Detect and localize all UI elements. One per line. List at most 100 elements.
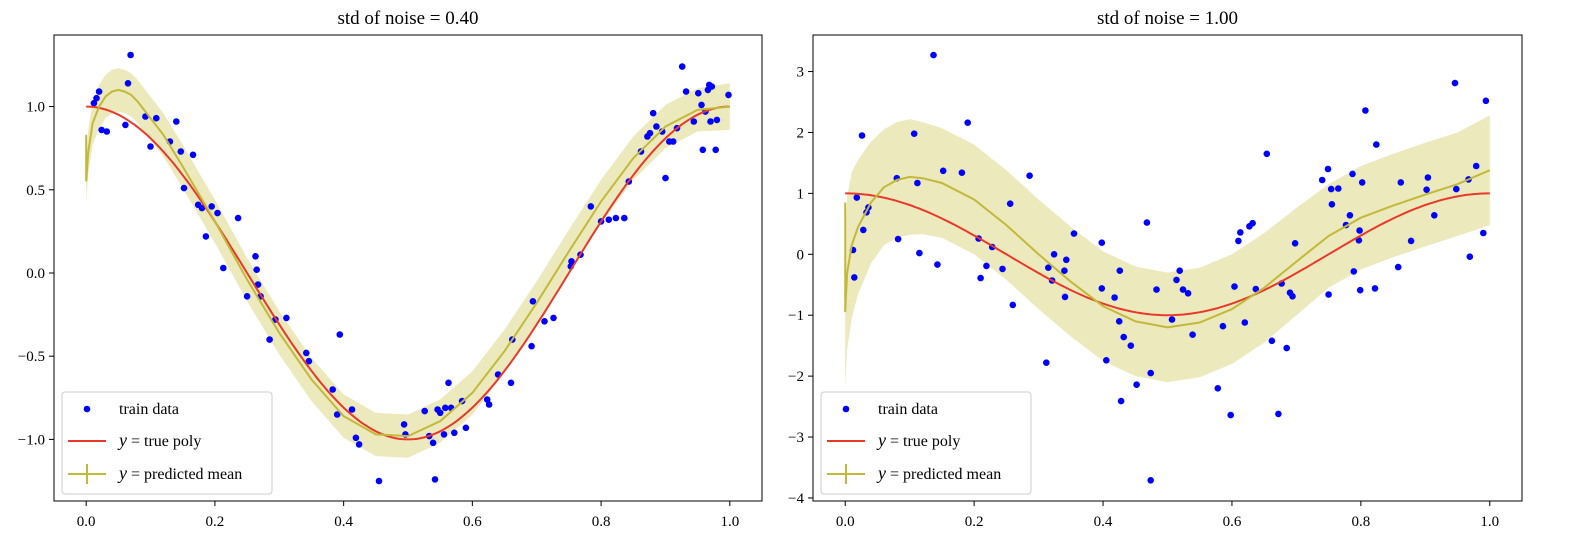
train-point (682, 88, 690, 95)
x-tick-label: 1.0 (720, 514, 739, 530)
train-point (1466, 253, 1474, 260)
train-point (678, 63, 686, 70)
train-point (1252, 285, 1260, 293)
train-point (147, 143, 154, 150)
train-point (451, 429, 458, 437)
x-tick-label: 0.8 (592, 514, 611, 530)
train-point (220, 264, 227, 272)
train-point (1356, 227, 1363, 234)
train-point (93, 94, 100, 102)
legend-label-text: = true poly (886, 433, 960, 450)
train-point (1371, 285, 1379, 292)
train-point (1407, 237, 1415, 245)
y-tick-label: 0.5 (26, 183, 45, 199)
train-point (1116, 267, 1124, 275)
train-point (910, 130, 918, 137)
train-point (442, 404, 449, 412)
train-point (1325, 291, 1332, 298)
train-point (208, 203, 215, 210)
legend-variable: y (876, 430, 886, 450)
train-point (612, 214, 620, 222)
train-point (646, 129, 654, 137)
train-point (1098, 285, 1106, 292)
train-point (1423, 186, 1430, 193)
train-point (507, 379, 515, 387)
train-point (1026, 172, 1033, 179)
train-point (1349, 170, 1356, 178)
train-point (999, 265, 1006, 273)
train-point (1214, 385, 1222, 392)
legend-label-text: = true poly (127, 433, 201, 450)
train-point (1133, 381, 1140, 389)
legend-variable: y (117, 430, 127, 450)
train-point (436, 409, 444, 417)
train-point (1168, 316, 1176, 323)
legend-label: y = predicted mean (876, 463, 1001, 483)
legend-box (820, 391, 1032, 495)
train-point (1263, 150, 1271, 158)
axes-frame (812, 34, 1523, 502)
train-point (348, 406, 356, 413)
train-point (1045, 264, 1052, 272)
plot-area (844, 51, 1491, 484)
chart-title: std of noise = 0.40 (337, 8, 478, 29)
train-point (400, 421, 408, 428)
train-point (90, 99, 98, 107)
train-point (1009, 301, 1017, 309)
train-point (983, 262, 990, 270)
train-point (1482, 97, 1490, 105)
y-tick-label: 2 (797, 125, 805, 141)
chart-title: std of noise = 1.00 (1097, 8, 1238, 29)
train-point (98, 126, 105, 134)
train-point (1006, 200, 1014, 207)
train-point (669, 138, 677, 145)
train-point (1117, 397, 1125, 405)
train-point (1327, 185, 1335, 193)
train-point (528, 342, 535, 350)
train-point (243, 293, 251, 300)
predicted-mean-line (844, 169, 1491, 329)
train-point (695, 89, 702, 97)
train-point (352, 434, 360, 442)
train-point (934, 261, 941, 268)
train-point (1173, 276, 1180, 284)
predicted-mean-line (85, 88, 730, 438)
train-point (103, 128, 111, 135)
train-point (122, 121, 129, 129)
train-point (1346, 212, 1354, 219)
y-tick-label: 0.0 (26, 266, 45, 282)
y-tick-label: −0.5 (18, 349, 45, 365)
axes-frame (53, 34, 763, 502)
train-point (649, 109, 657, 117)
legend-label-text: = predicted mean (886, 466, 1001, 483)
true-poly-line (845, 192, 1490, 317)
train-point (568, 258, 575, 265)
train-point (1362, 107, 1369, 114)
train-point (1179, 286, 1187, 293)
train-point (333, 411, 341, 418)
train-point (1127, 342, 1135, 350)
y-tick-label: 0 (797, 247, 805, 263)
train-point (587, 203, 595, 210)
train-point (1070, 230, 1078, 237)
train-point (964, 119, 971, 126)
chart-2: 0.0 0.2 0.4 0.6 0.8 1.0 3 2 1 0 −1 −2 −3 −4 std of noi… (788, 8, 1523, 530)
train-point (698, 101, 705, 109)
train-point (713, 116, 721, 124)
x-tick-label: 0.2 (206, 514, 225, 530)
plot-area (85, 51, 732, 485)
y-tick-label: −4 (788, 491, 804, 507)
train-point (173, 118, 180, 125)
train-point (1480, 229, 1487, 237)
train-point (1283, 344, 1290, 352)
train-point (1373, 141, 1380, 148)
train-point (1291, 240, 1299, 247)
train-point (1268, 337, 1276, 345)
train-point (153, 114, 160, 122)
train-point (529, 298, 537, 305)
train-point (252, 252, 259, 260)
legend-train-marker (83, 405, 91, 413)
train-point (1061, 267, 1068, 275)
train-point (977, 274, 984, 282)
train-point (916, 249, 923, 257)
